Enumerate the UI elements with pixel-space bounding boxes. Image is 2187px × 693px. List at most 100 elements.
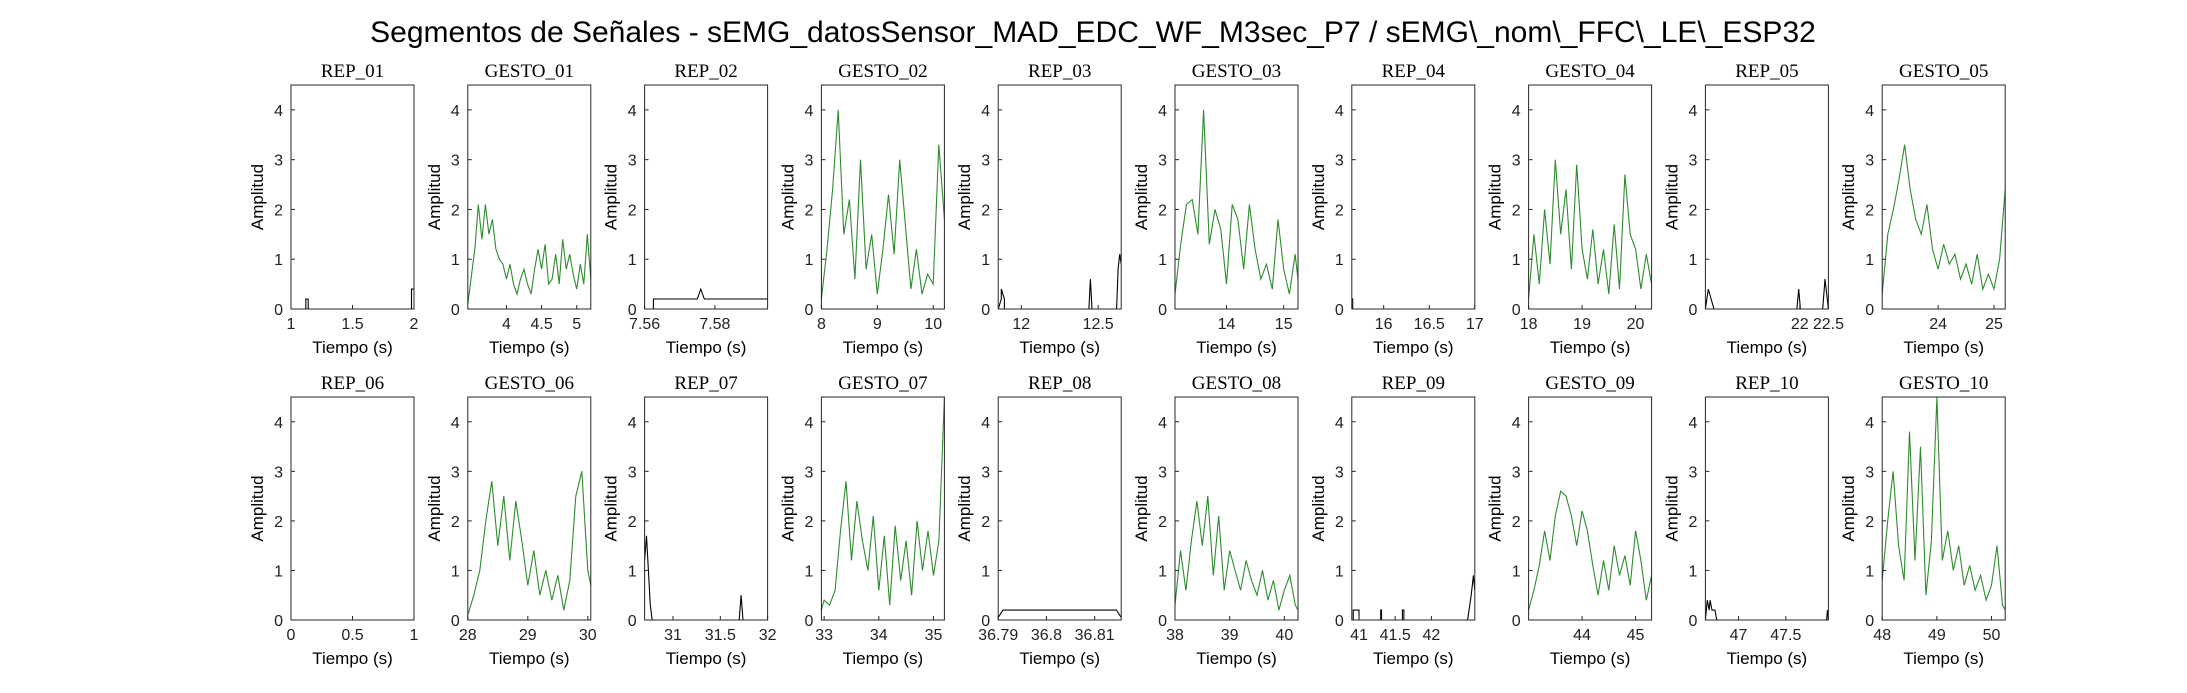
subplot-gesto-02: 0 1 2 3 4 8 9 10 GESTO_02 Tiempo (s) Amplitud: [778, 61, 945, 357]
x-tick-label: 40: [1275, 627, 1293, 644]
y-tick-label: 4: [451, 415, 460, 432]
x-tick-label: 8: [817, 316, 826, 333]
y-tick-label: 3: [1688, 464, 1697, 481]
y-axis-label: Amplitud: [1486, 164, 1505, 230]
x-axis-label: Tiempo (s): [666, 338, 747, 357]
y-tick-label: 1: [1688, 563, 1697, 580]
y-axis-label: Amplitud: [955, 475, 974, 541]
axes-frame: [1881, 396, 2006, 621]
subplot-gesto-01: 0 1 2 3 4 4 4.5 5 GESTO_01 Tiempo (s) Amplitud: [425, 61, 592, 357]
y-tick-label: 3: [1512, 464, 1521, 481]
y-axis-label: Amplitud: [1132, 475, 1151, 541]
axes-frame: [1704, 396, 1829, 621]
x-tick-label: 30: [579, 627, 597, 644]
y-axis-label: Amplitud: [602, 475, 621, 541]
series-line-0: [1882, 144, 2006, 295]
series-line-0: [821, 109, 945, 300]
y-tick-label: 2: [628, 202, 637, 219]
subplot-title: REP_09: [1382, 373, 1445, 394]
y-tick-label: 3: [1335, 153, 1344, 170]
y-tick-label: 3: [804, 153, 813, 170]
y-tick-label: 2: [1688, 514, 1697, 531]
y-tick-label: 4: [1865, 103, 1874, 120]
subplot-title: GESTO_04: [1545, 61, 1635, 82]
x-tick-label: 31: [664, 627, 682, 644]
subplot-title: GESTO_09: [1545, 373, 1634, 394]
y-axis-label: Amplitud: [425, 164, 444, 230]
x-axis-label: Tiempo (s): [1373, 649, 1454, 668]
y-tick-label: 1: [1335, 563, 1344, 580]
x-tick-label: 25: [1985, 316, 2003, 333]
y-tick-label: 4: [274, 103, 283, 120]
series-line-0: [467, 471, 591, 616]
x-tick-label: 5: [572, 316, 581, 333]
y-tick-label: 4: [981, 415, 990, 432]
subplot-rep-04: 0 1 2 3 4 16 16.5 17 REP_04 Tiempo (s) Amplitud: [1309, 61, 1484, 357]
series-line-0: [821, 397, 945, 611]
series-line-0: [1705, 279, 1829, 309]
x-tick-label: 34: [870, 627, 888, 644]
axes-frame: [1881, 84, 2006, 310]
y-tick-label: 0: [274, 302, 283, 319]
x-axis-label: Tiempo (s): [312, 649, 393, 668]
x-axis-label: Tiempo (s): [666, 649, 747, 668]
subplot-rep-08: 0 1 2 3 4 36.79 36.8 36.81 REP_08 Tiempo (s) Ampli…: [955, 373, 1122, 668]
y-tick-label: 4: [1335, 103, 1344, 120]
y-tick-label: 3: [1512, 153, 1521, 170]
x-axis-label: Tiempo (s): [1196, 649, 1277, 668]
x-tick-label: 22.5: [1813, 316, 1844, 333]
x-axis-label: Tiempo (s): [1019, 649, 1100, 668]
y-tick-label: 0: [1688, 613, 1697, 630]
x-tick-label: 17: [1466, 316, 1484, 333]
y-tick-label: 1: [274, 252, 283, 269]
y-tick-label: 4: [804, 103, 813, 120]
series-line-0: [998, 609, 1122, 618]
y-tick-label: 3: [1865, 153, 1874, 170]
x-axis-label: Tiempo (s): [1019, 338, 1100, 357]
y-axis-label: Amplitud: [955, 164, 974, 230]
y-tick-label: 0: [628, 613, 637, 630]
y-axis-label: Amplitud: [1662, 164, 1681, 230]
x-tick-label: 38: [1166, 627, 1184, 644]
axes-frame: [1351, 84, 1476, 310]
series-line-0: [644, 535, 768, 620]
y-tick-label: 4: [1512, 415, 1521, 432]
y-axis-label: Amplitud: [1662, 475, 1681, 541]
y-tick-label: 2: [1865, 202, 1874, 219]
subplot-gesto-04: 0 1 2 3 4 18 19 20 GESTO_04 Tiempo (s) Amplitud: [1486, 61, 1653, 357]
axes-frame: [820, 396, 945, 621]
y-tick-label: 1: [1688, 252, 1697, 269]
y-tick-label: 0: [981, 613, 990, 630]
y-tick-label: 2: [451, 202, 460, 219]
axes-frame: [1174, 396, 1299, 621]
axes-frame: [1174, 84, 1299, 310]
subplot-title: GESTO_10: [1899, 373, 1988, 394]
y-tick-label: 3: [981, 464, 990, 481]
y-tick-label: 3: [628, 153, 637, 170]
x-tick-label: 48: [1873, 627, 1891, 644]
x-tick-label: 39: [1221, 627, 1239, 644]
y-axis-label: Amplitud: [248, 475, 267, 541]
y-tick-label: 2: [804, 514, 813, 531]
x-tick-label: 42: [1422, 627, 1440, 644]
y-tick-label: 3: [451, 153, 460, 170]
x-tick-label: 9: [873, 316, 882, 333]
subplot-title: REP_05: [1735, 61, 1798, 82]
figure-title: Segmentos de Señales - sEMG_datosSensor_…: [370, 16, 1816, 49]
subplot-title: GESTO_08: [1192, 373, 1281, 394]
y-tick-label: 3: [274, 153, 283, 170]
subplot-rep-06: 0 1 2 3 4 0 0.5 1 REP_06 Tiempo (s) Amplitud: [248, 373, 419, 668]
series-line-0: [644, 287, 768, 309]
y-tick-label: 1: [804, 252, 813, 269]
x-tick-label: 2: [410, 316, 419, 333]
x-tick-label: 41.5: [1380, 627, 1411, 644]
subplot-title: REP_01: [321, 61, 384, 82]
axes-frame: [997, 84, 1122, 310]
series-line-0: [467, 204, 591, 305]
x-tick-label: 0.5: [341, 627, 363, 644]
y-tick-label: 3: [804, 464, 813, 481]
